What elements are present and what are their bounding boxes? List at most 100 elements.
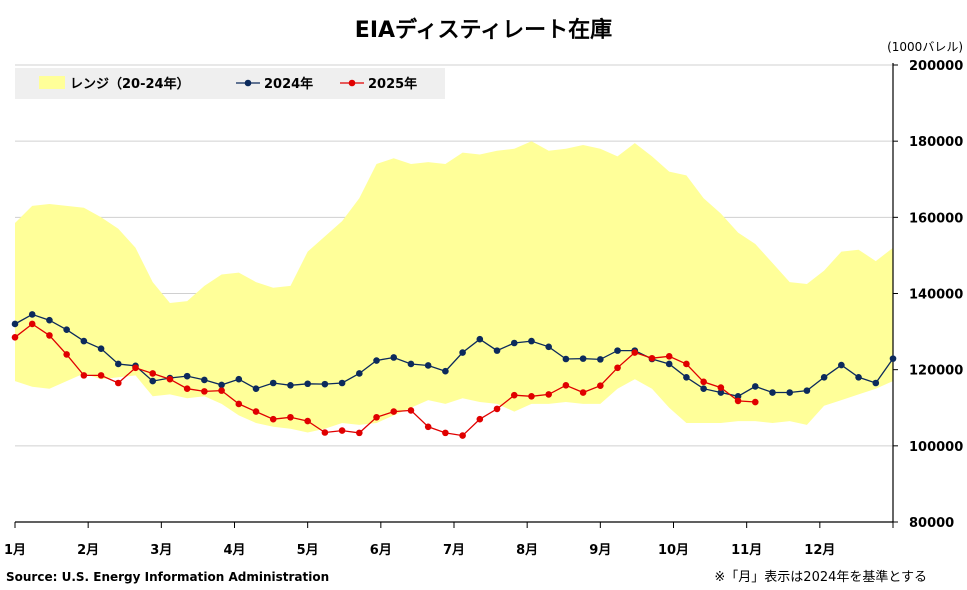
point-1-34: [597, 382, 604, 389]
basis-note: ※「月」表示は2024年を基準とする: [714, 570, 927, 585]
point-1-23: [407, 407, 415, 414]
point-1-3: [63, 351, 70, 358]
range-band: [15, 141, 893, 433]
point-1-0: [11, 333, 19, 341]
point-0-24: [424, 362, 432, 369]
point-0-47: [820, 373, 828, 381]
point-1-40: [700, 378, 707, 386]
point-1-14: [252, 408, 260, 415]
point-0-50: [872, 379, 880, 387]
point-1-6: [114, 379, 122, 387]
point-1-26: [459, 432, 466, 439]
point-0-48: [838, 361, 845, 369]
point-0-27: [476, 335, 484, 343]
point-0-25: [442, 367, 449, 375]
point-0-4: [80, 337, 88, 345]
point-0-17: [304, 380, 311, 388]
point-0-10: [183, 372, 191, 380]
legend-marker-1: [348, 79, 356, 87]
point-0-5: [97, 345, 105, 353]
point-1-20: [356, 429, 363, 437]
point-0-40: [700, 385, 707, 393]
point-1-16: [287, 413, 294, 421]
point-1-18: [321, 429, 329, 436]
point-1-1: [28, 320, 36, 328]
point-1-31: [545, 391, 552, 398]
y-tick-label-5: 180000: [909, 135, 963, 150]
point-1-15: [269, 415, 277, 423]
point-1-42: [734, 397, 742, 405]
x-tick-label-2: 3月: [150, 543, 172, 558]
y-tick-label-6: 200000: [909, 59, 963, 74]
point-1-19: [338, 427, 346, 434]
x-tick-label-0: 1月: [4, 543, 26, 558]
legend-marker-0: [244, 79, 252, 87]
point-0-18: [321, 380, 329, 388]
x-tick-label-8: 9月: [589, 543, 611, 558]
point-0-0: [11, 320, 19, 328]
point-0-2: [46, 316, 53, 324]
point-0-31: [545, 343, 552, 351]
point-1-30: [528, 393, 535, 400]
point-1-24: [424, 423, 432, 431]
point-0-12: [218, 381, 225, 389]
point-0-46: [803, 387, 811, 394]
unit-label: (1000バレル): [887, 40, 963, 54]
point-0-28: [493, 347, 501, 354]
chart-title: EIAディスティレート在庫: [354, 18, 613, 43]
point-1-43: [751, 398, 759, 406]
point-1-4: [80, 372, 88, 379]
y-tick-label-0: 80000: [909, 516, 954, 531]
point-1-37: [648, 354, 656, 362]
point-0-21: [373, 357, 380, 364]
point-0-16: [287, 381, 294, 389]
point-0-1: [28, 311, 36, 318]
point-0-33: [579, 355, 587, 362]
point-0-14: [252, 385, 260, 393]
point-0-20: [356, 370, 363, 377]
point-1-36: [631, 349, 639, 356]
point-1-29: [510, 391, 518, 399]
point-1-32: [562, 381, 570, 389]
point-1-12: [218, 387, 225, 394]
point-0-51: [889, 355, 897, 362]
point-0-38: [665, 360, 673, 368]
point-1-8: [149, 370, 157, 377]
legend-label-range: レンジ（20-24年）: [70, 76, 190, 92]
x-tick-label-9: 10月: [658, 543, 689, 558]
x-tick-label-10: 11月: [731, 543, 762, 558]
legend-label-1: 2025年: [368, 76, 417, 92]
point-0-34: [597, 356, 604, 363]
legend-swatch-range: [39, 76, 65, 89]
point-0-30: [528, 337, 535, 345]
point-1-35: [614, 364, 621, 372]
point-0-6: [114, 360, 122, 368]
point-0-23: [407, 360, 415, 368]
x-tick-label-6: 7月: [443, 543, 465, 558]
y-tick-label-3: 140000: [909, 288, 963, 303]
point-0-42: [734, 393, 742, 400]
point-1-38: [665, 353, 673, 360]
x-tick-label-3: 4月: [223, 543, 245, 558]
point-1-22: [390, 408, 398, 415]
point-1-7: [132, 364, 139, 372]
y-tick-label-2: 120000: [909, 364, 963, 379]
point-0-39: [683, 373, 690, 381]
point-1-39: [683, 360, 690, 368]
point-1-21: [373, 413, 380, 421]
y-tick-label-1: 100000: [909, 440, 963, 455]
source-note: Source: U.S. Energy Information Administ…: [6, 570, 330, 584]
point-1-25: [442, 429, 449, 437]
point-1-10: [183, 385, 191, 393]
point-1-13: [235, 400, 243, 408]
x-tick-label-7: 8月: [516, 543, 538, 558]
legend-box: [15, 68, 445, 99]
x-tick-label-11: 12月: [804, 543, 835, 558]
point-0-29: [510, 339, 518, 347]
point-0-45: [786, 389, 794, 396]
point-1-33: [579, 389, 587, 396]
point-0-44: [769, 389, 776, 396]
point-0-43: [751, 383, 759, 390]
point-0-11: [201, 376, 208, 384]
